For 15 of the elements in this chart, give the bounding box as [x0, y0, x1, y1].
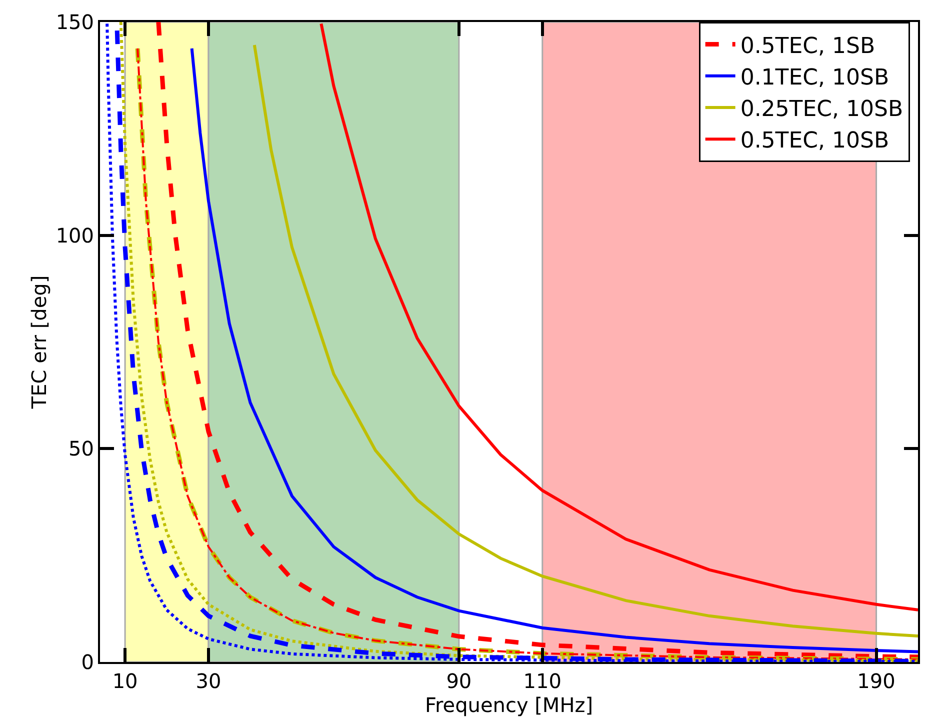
x-tick-label: 190	[857, 669, 896, 693]
y-tick-label: 50	[68, 436, 94, 461]
legend-label: 0.1TEC, 10SB	[740, 65, 890, 90]
legend-label: 0.5TEC, 1SB	[740, 34, 876, 59]
x-tick-label: 30	[196, 669, 222, 693]
x-tick-label: 90	[446, 669, 472, 693]
legend-label: 0.5TEC, 10SB	[740, 128, 890, 154]
y-axis-title: TEC err [deg]	[26, 275, 51, 410]
y-tick-label: 100	[56, 223, 94, 248]
y-tick-label: 150	[56, 10, 94, 34]
x-tick-label: 10	[112, 669, 138, 693]
legend-label: 0.25TEC, 10SB	[740, 97, 904, 122]
y-tick-label: 0	[81, 650, 94, 674]
x-axis-title: Frequency [MHz]	[424, 693, 594, 717]
x-tick-label: 110	[523, 669, 562, 693]
